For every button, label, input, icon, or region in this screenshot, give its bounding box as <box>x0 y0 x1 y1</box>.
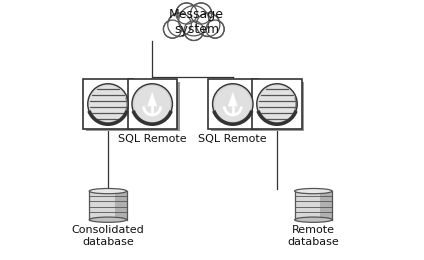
Bar <box>255 82 304 131</box>
Text: SQL Remote: SQL Remote <box>118 134 187 144</box>
Bar <box>130 82 179 131</box>
Text: SQL Remote: SQL Remote <box>198 134 267 144</box>
Circle shape <box>176 3 197 24</box>
Text: Message
system: Message system <box>169 8 224 36</box>
Bar <box>89 191 127 220</box>
Circle shape <box>192 4 210 23</box>
Circle shape <box>196 13 220 36</box>
Polygon shape <box>148 93 156 106</box>
Circle shape <box>190 3 212 24</box>
Circle shape <box>168 13 191 36</box>
Wedge shape <box>258 97 297 124</box>
Circle shape <box>257 84 297 124</box>
Polygon shape <box>229 93 237 106</box>
Ellipse shape <box>89 217 127 222</box>
Bar <box>295 191 332 220</box>
Circle shape <box>215 86 251 122</box>
Wedge shape <box>214 104 252 124</box>
Circle shape <box>88 84 128 124</box>
Bar <box>208 79 257 129</box>
Bar <box>114 191 127 220</box>
Circle shape <box>198 14 218 35</box>
Circle shape <box>185 22 202 39</box>
Circle shape <box>206 20 224 38</box>
Circle shape <box>207 21 223 37</box>
Wedge shape <box>133 104 171 124</box>
Circle shape <box>169 14 190 35</box>
Ellipse shape <box>89 188 127 194</box>
Ellipse shape <box>295 217 332 222</box>
Bar <box>211 82 260 131</box>
Circle shape <box>184 21 204 41</box>
Circle shape <box>259 86 295 122</box>
Circle shape <box>132 84 173 124</box>
Circle shape <box>179 6 209 36</box>
Circle shape <box>90 86 126 122</box>
Bar <box>320 191 332 220</box>
Circle shape <box>177 4 196 23</box>
Ellipse shape <box>295 188 332 194</box>
Wedge shape <box>89 97 128 124</box>
Bar <box>86 82 135 131</box>
Circle shape <box>165 21 181 37</box>
Bar <box>252 79 302 129</box>
Circle shape <box>212 84 253 124</box>
Circle shape <box>163 20 181 38</box>
Circle shape <box>134 86 170 122</box>
Circle shape <box>181 8 207 34</box>
Bar <box>128 79 177 129</box>
Bar <box>83 79 133 129</box>
Text: Consolidated
database: Consolidated database <box>72 225 145 247</box>
Text: Remote
database: Remote database <box>287 225 339 247</box>
